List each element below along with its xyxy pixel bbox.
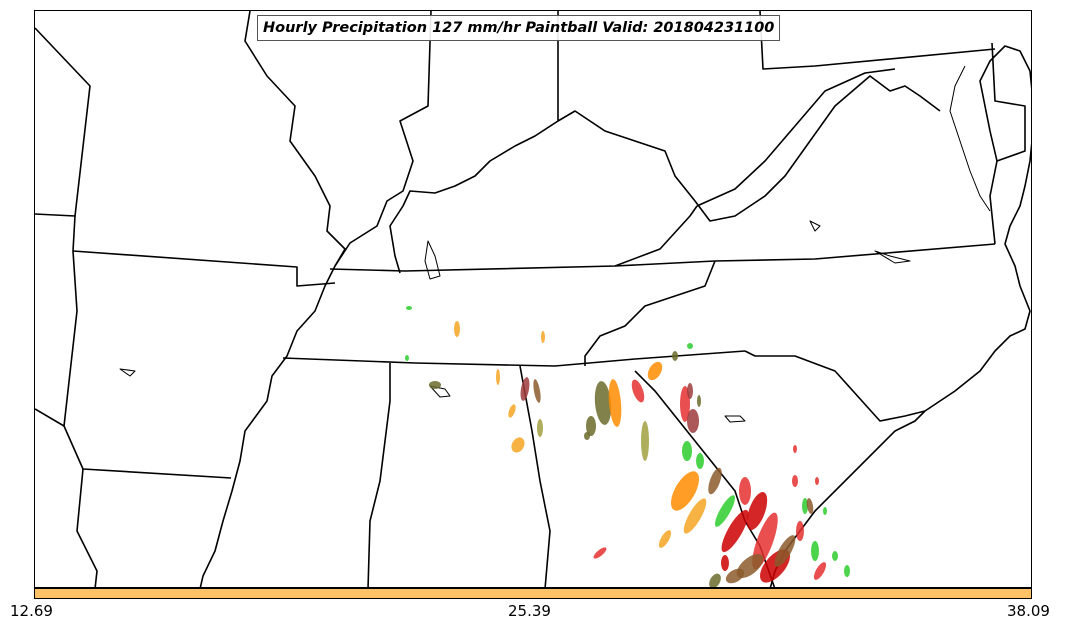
precipitation-blob [687, 383, 693, 399]
state-border-in-oh [389, 11, 559, 274]
al-ga-border [519, 365, 551, 587]
precipitation-blob [641, 421, 649, 461]
precipitation-blob [454, 321, 460, 337]
colorbar-tick-max: 38.09 [1007, 602, 1050, 620]
precipitation-blob [823, 507, 827, 515]
tn-nc-border [584, 260, 716, 366]
precipitation-blob [721, 509, 749, 553]
mississippi-river [199, 11, 346, 587]
chesapeake [949, 65, 991, 212]
lake-va [809, 220, 821, 232]
precipitation-blob [739, 477, 751, 505]
state-border-west-4 [63, 425, 232, 479]
state-border-west-1 [35, 27, 91, 217]
lake-tn [424, 240, 441, 280]
precipitation-blob [584, 432, 590, 440]
precipitation-blob [813, 562, 827, 580]
ohio-river [557, 75, 941, 222]
precipitation-blob [696, 453, 704, 469]
sc-coast [769, 410, 926, 587]
map-canvas [35, 11, 1031, 587]
tn-south-border [282, 350, 746, 367]
precipitation-blob [429, 381, 441, 389]
precipitation-blob [796, 521, 804, 541]
state-border-il-in [334, 11, 432, 267]
precipitation-blob [708, 467, 722, 495]
state-border-west-5 [76, 468, 98, 587]
precipitation-blob [793, 445, 797, 453]
precipitation-blob [608, 379, 622, 427]
precipitation-blob [687, 343, 693, 349]
precipitation-blob [533, 379, 541, 403]
precipitation-blob [687, 409, 699, 433]
precipitation-blob [496, 369, 500, 385]
precipitation-blob [802, 498, 808, 514]
precipitation-blob [658, 530, 672, 548]
atlantic-coast [924, 142, 1031, 412]
precipitation-blob [406, 306, 412, 310]
precipitation-blob [697, 395, 701, 407]
precipitation-blob [586, 416, 596, 436]
precipitation-blob [520, 377, 530, 401]
precipitation-blob [593, 547, 607, 559]
pa-border [989, 42, 1026, 245]
lake-sc [724, 415, 746, 423]
precipitation-blob [683, 498, 707, 534]
precipitation-blob [844, 565, 850, 577]
lake-ar [119, 368, 136, 377]
precipitation-blob [508, 404, 516, 418]
precipitation-blob [671, 471, 699, 511]
ms-al-border [367, 363, 391, 587]
precipitation-blob [806, 498, 814, 514]
lake-al [429, 385, 451, 398]
precipitation-blob [541, 331, 545, 343]
precipitation-blob [594, 381, 612, 425]
precipitation-paintball-layer [405, 306, 850, 587]
precipitation-blob [715, 495, 735, 527]
precipitation-blob [631, 379, 645, 403]
delmarva [979, 45, 1031, 162]
precipitation-blob [709, 573, 721, 587]
colorbar-tick-mid: 25.39 [508, 602, 551, 620]
map-title: Hourly Precipitation 127 mm/hr Paintball… [257, 15, 781, 41]
ky-tn-border [329, 243, 996, 272]
state-borders [35, 11, 1031, 587]
state-border-west-2 [72, 215, 336, 287]
ky-va-border [614, 205, 698, 267]
precipitation-blob [811, 541, 819, 561]
precipitation-blob [405, 355, 409, 361]
precipitation-blob [774, 535, 796, 567]
precipitation-blob [725, 568, 745, 584]
precipitation-blob [721, 555, 729, 571]
precipitation-blob [537, 419, 543, 437]
state-border-west-3 [35, 250, 78, 427]
ga-sc-border [634, 370, 776, 587]
colorbar-tick-min: 12.69 [10, 602, 53, 620]
precipitation-blob [746, 492, 768, 530]
precipitation-blob [682, 441, 692, 461]
precipitation-blob [792, 475, 798, 487]
precipitation-blob [832, 551, 838, 561]
precipitation-blob [815, 477, 819, 485]
map-panel [34, 10, 1032, 588]
colorbar [34, 588, 1032, 599]
nc-sc-border [744, 350, 926, 422]
precipitation-blob [672, 351, 678, 361]
precipitation-blob [647, 361, 663, 381]
precipitation-blob [511, 437, 525, 453]
lake-nc [874, 250, 911, 264]
wv-va-border [696, 68, 896, 207]
md-border [759, 11, 996, 70]
